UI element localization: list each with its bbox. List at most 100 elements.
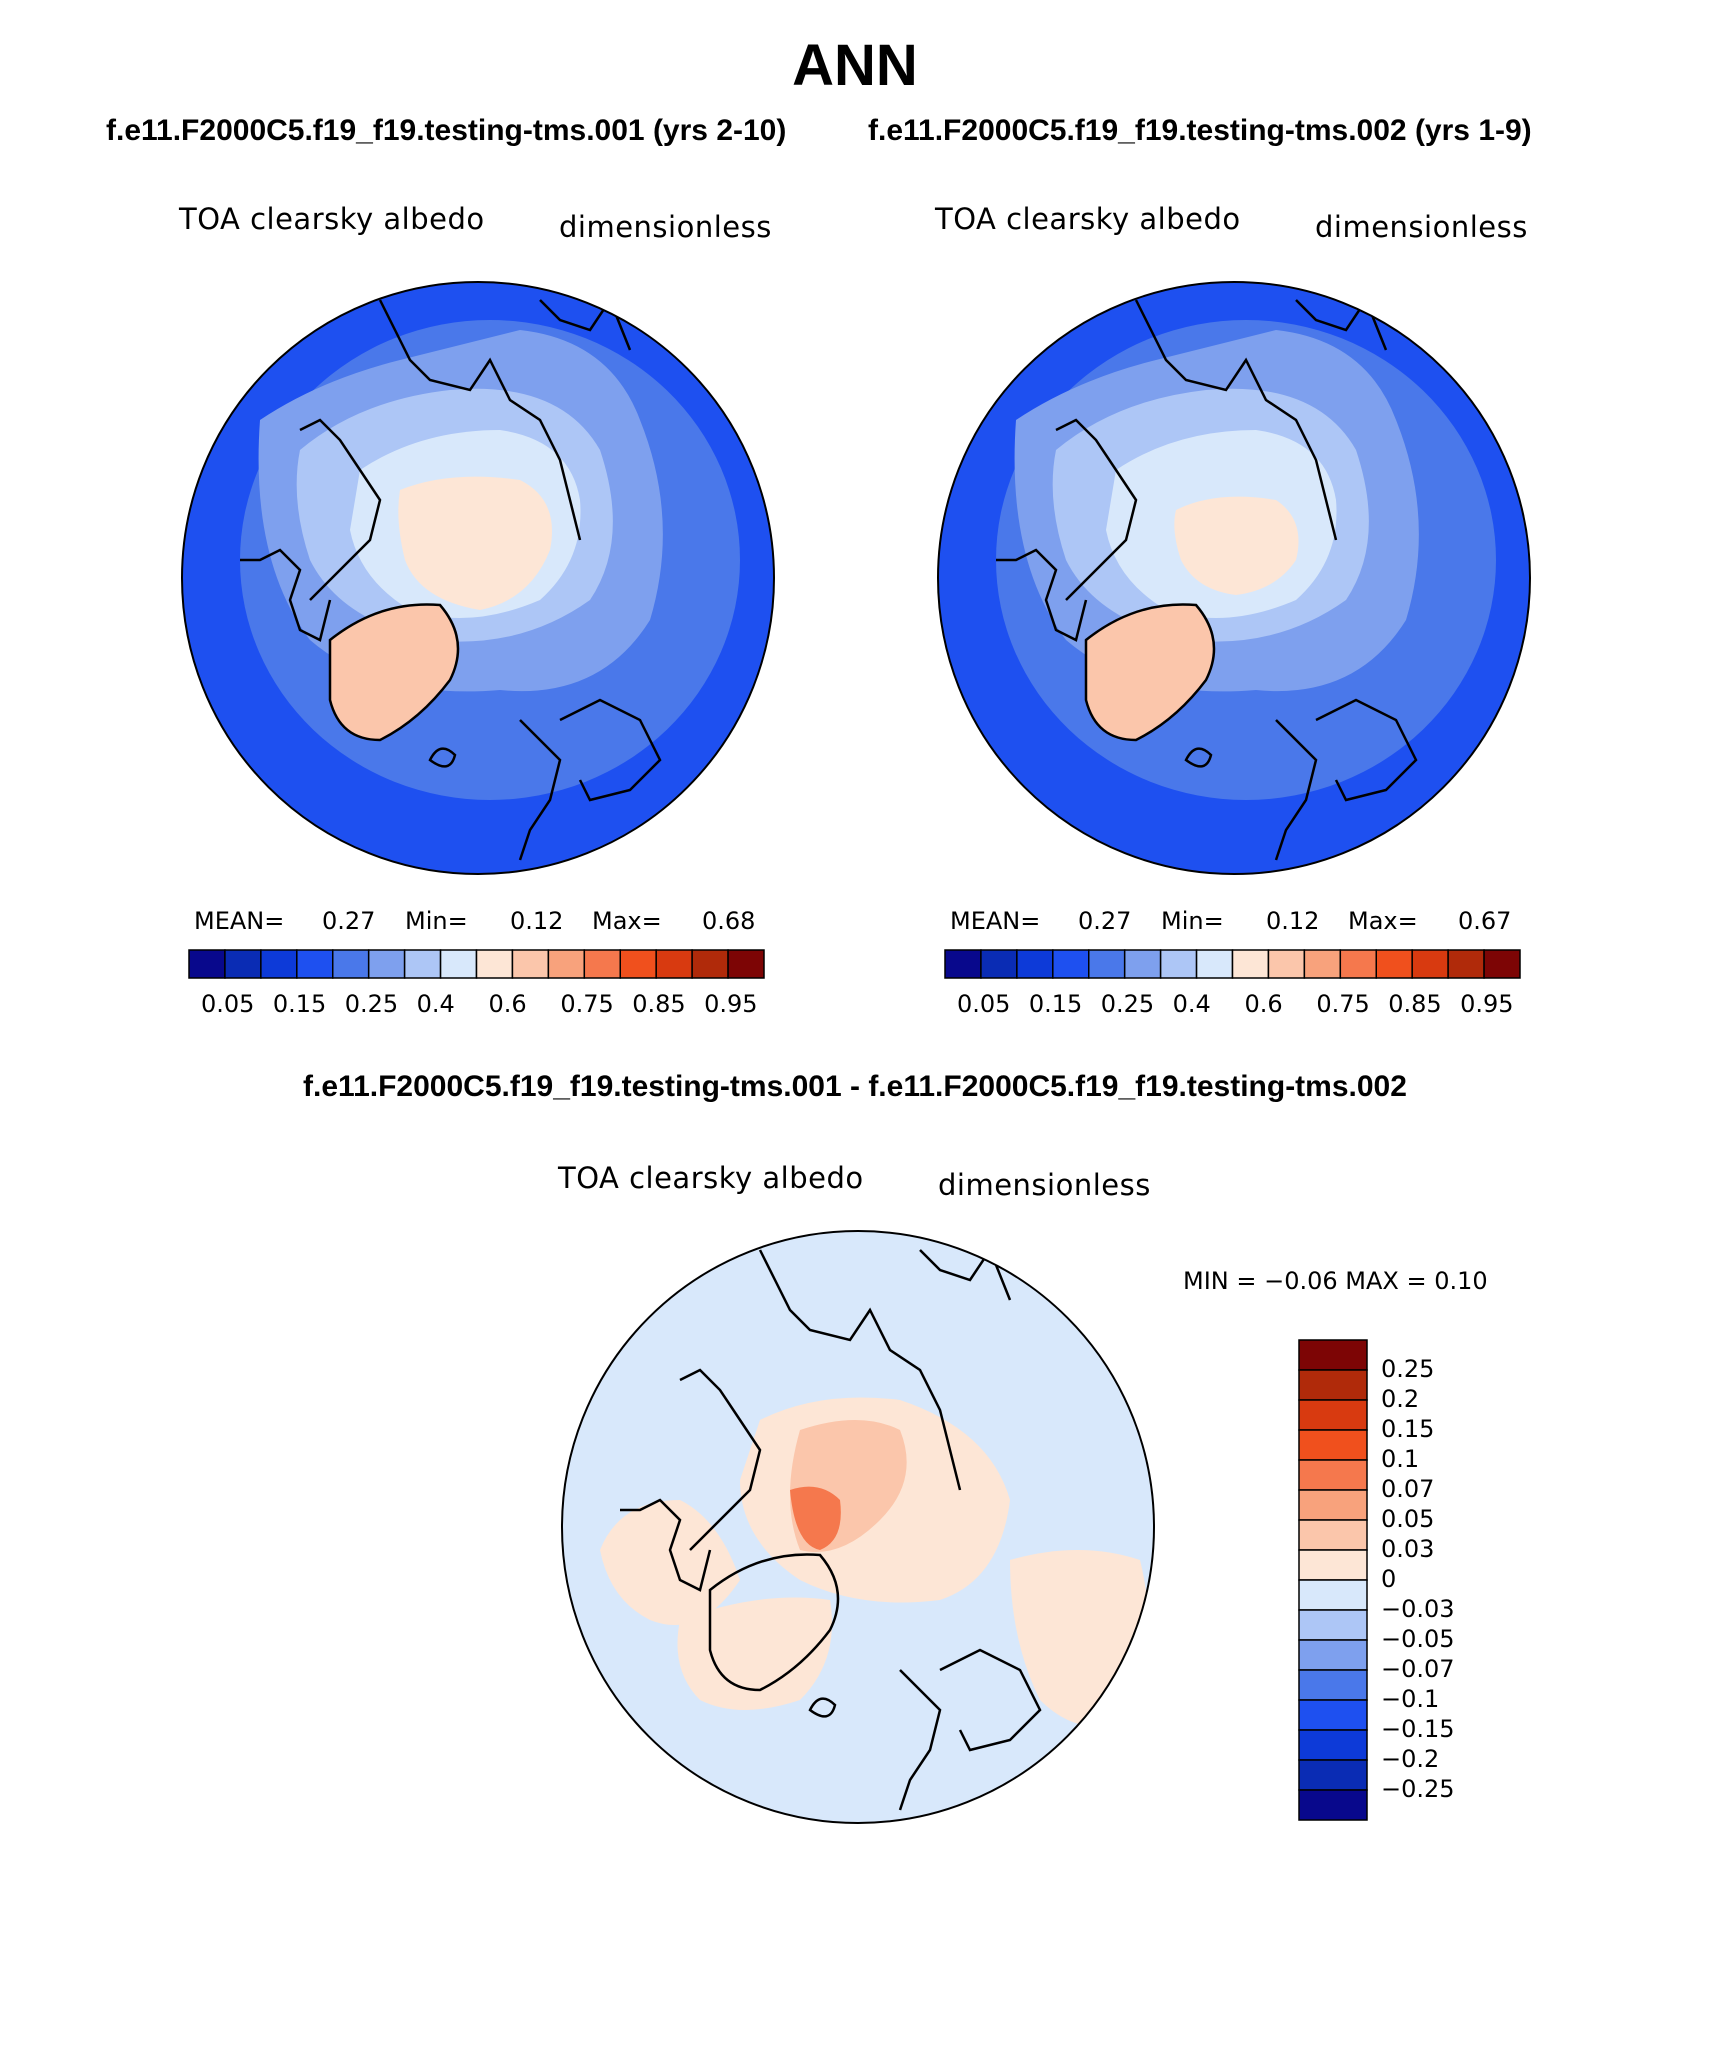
panel2-colorbar-tick-label: 0.05 bbox=[956, 990, 1011, 1018]
difference-map bbox=[561, 1230, 1155, 1824]
diff-colorbar-swatch bbox=[1298, 1489, 1368, 1521]
panel1-colorbar-tick-label: 0.05 bbox=[200, 990, 255, 1018]
panel2-colorbar-swatch bbox=[1375, 949, 1413, 979]
diff-colorbar-swatch bbox=[1298, 1549, 1368, 1581]
case1-title: f.e11.F2000C5.f19_f19.testing-tms.001 (y… bbox=[106, 114, 787, 147]
panel2-min-label: Min= bbox=[1161, 907, 1224, 935]
diff-colorbar-swatch bbox=[1298, 1609, 1368, 1641]
diff-colorbar-swatch bbox=[1298, 1639, 1368, 1671]
panel2-colorbar-tick-label: 0.95 bbox=[1460, 990, 1514, 1018]
diff-colorbar-swatch bbox=[1298, 1399, 1368, 1431]
panel1-variable: TOA clearsky albedo bbox=[179, 202, 485, 236]
diff-colorbar-tick-label: 0.03 bbox=[1381, 1535, 1435, 1563]
panel1-colorbar-swatch bbox=[583, 949, 621, 979]
panel2-colorbar-tick-label: 0.4 bbox=[1172, 990, 1211, 1018]
diff-colorbar-tick-label: −0.03 bbox=[1381, 1595, 1455, 1623]
panel2-colorbar-swatch bbox=[944, 949, 982, 979]
panel2-colorbar-tick-label: 0.6 bbox=[1244, 990, 1283, 1018]
diff-colorbar-swatch bbox=[1298, 1789, 1368, 1821]
panel2-colorbar-swatch bbox=[1411, 949, 1449, 979]
main-title: ANN bbox=[792, 33, 918, 98]
diff-colorbar-tick-label: −0.25 bbox=[1381, 1775, 1455, 1803]
panel1-colorbar-tick-label: 0.85 bbox=[632, 990, 686, 1018]
panel2-colorbar-swatch bbox=[1195, 949, 1234, 979]
panel1-colorbar-swatch bbox=[439, 949, 478, 979]
panel1-max-label: Max= bbox=[592, 907, 662, 935]
diff-colorbar-swatch bbox=[1298, 1759, 1368, 1791]
diff-colorbar-tick-label: 0.15 bbox=[1381, 1415, 1435, 1443]
panel2-max-value: 0.67 bbox=[1458, 907, 1512, 935]
panel1-colorbar-tick-label: 0.75 bbox=[560, 990, 614, 1018]
diff-colorbar-swatch bbox=[1298, 1369, 1368, 1401]
diff-units: dimensionless bbox=[938, 1168, 1151, 1202]
panel2-min-value: 0.12 bbox=[1266, 907, 1320, 935]
panel1-colorbar-tick-label: 0.25 bbox=[344, 990, 399, 1018]
diff-colorbar-tick-label: 0 bbox=[1381, 1565, 1397, 1593]
panel1-colorbar-tick-label: 0.95 bbox=[704, 990, 758, 1018]
panel1-colorbar-swatch bbox=[188, 949, 226, 979]
panel2-colorbar-swatch bbox=[1088, 949, 1126, 979]
panel2-colorbar-swatch bbox=[1159, 949, 1198, 979]
diff-variable: TOA clearsky albedo bbox=[558, 1161, 864, 1195]
panel1-mean-value: 0.27 bbox=[322, 907, 376, 935]
panel1-colorbar-swatch bbox=[260, 949, 298, 979]
panel1-min-label: Min= bbox=[405, 907, 468, 935]
panel1-colorbar-swatch bbox=[511, 949, 550, 979]
diff-colorbar-tick-label: 0.1 bbox=[1381, 1445, 1420, 1473]
diff-colorbar-tick-label: 0.25 bbox=[1381, 1355, 1435, 1383]
panel2-mean-value: 0.27 bbox=[1078, 907, 1132, 935]
panel2-colorbar-tick-label: 0.15 bbox=[1028, 990, 1083, 1018]
diff-colorbar-tick-label: −0.1 bbox=[1381, 1685, 1440, 1713]
panel2-variable: TOA clearsky albedo bbox=[935, 202, 1241, 236]
panel1-colorbar-swatch bbox=[332, 949, 370, 979]
panel1-colorbar-tick-label: 0.4 bbox=[416, 990, 455, 1018]
panel2-colorbar-swatch bbox=[1016, 949, 1054, 979]
panel2-units: dimensionless bbox=[1315, 210, 1528, 244]
diff-colorbar-tick-label: 0.05 bbox=[1381, 1505, 1435, 1533]
diff-colorbar-swatch bbox=[1298, 1519, 1368, 1551]
panel1-max-value: 0.68 bbox=[702, 907, 756, 935]
panel1-colorbar-tick-label: 0.15 bbox=[272, 990, 327, 1018]
panel1-colorbar-swatch bbox=[547, 949, 586, 979]
panel1-colorbar-swatch bbox=[367, 949, 406, 979]
diff-colorbar-swatch bbox=[1298, 1339, 1368, 1371]
panel2-colorbar-swatch bbox=[1052, 949, 1090, 979]
panel1-min-value: 0.12 bbox=[510, 907, 564, 935]
panel1-colorbar-tick-label: 0.6 bbox=[488, 990, 527, 1018]
diff-colorbar-tick-label: −0.07 bbox=[1381, 1655, 1455, 1683]
panel2-mean-label: MEAN= bbox=[950, 907, 1041, 935]
diff-min-max: MIN = −0.06 MAX = 0.10 bbox=[1183, 1267, 1488, 1295]
panel2-colorbar-tick-label: 0.75 bbox=[1316, 990, 1370, 1018]
panel1-colorbar-swatch bbox=[403, 949, 442, 979]
panel2-colorbar-swatch bbox=[1303, 949, 1342, 979]
panel2-map bbox=[937, 281, 1531, 875]
panel1-mean-label: MEAN= bbox=[194, 907, 285, 935]
diff-colorbar-swatch bbox=[1298, 1729, 1368, 1761]
panel2-colorbar-swatch bbox=[1123, 949, 1162, 979]
case2-title: f.e11.F2000C5.f19_f19.testing-tms.002 (y… bbox=[868, 114, 1532, 147]
diff-colorbar-tick-label: −0.05 bbox=[1381, 1625, 1455, 1653]
diff-colorbar-swatch bbox=[1298, 1459, 1368, 1491]
panel1-units: dimensionless bbox=[559, 210, 772, 244]
panel1-colorbar-swatch bbox=[296, 949, 334, 979]
diff-colorbar-swatch bbox=[1298, 1699, 1368, 1731]
difference-title: f.e11.F2000C5.f19_f19.testing-tms.001 - … bbox=[303, 1070, 1407, 1103]
panel2-max-label: Max= bbox=[1348, 907, 1418, 935]
panel1-colorbar bbox=[188, 949, 765, 979]
panel1-colorbar-swatch bbox=[727, 949, 765, 979]
panel2-colorbar-swatch bbox=[1231, 949, 1270, 979]
diff-colorbar-swatch bbox=[1298, 1429, 1368, 1461]
panel1-map bbox=[181, 281, 775, 875]
panel2-colorbar-swatch bbox=[1447, 949, 1485, 979]
panel1-colorbar-swatch bbox=[619, 949, 657, 979]
diff-colorbar-swatch bbox=[1298, 1669, 1368, 1701]
panel2-colorbar-swatch bbox=[1483, 949, 1521, 979]
diff-colorbar-tick-label: −0.2 bbox=[1381, 1745, 1440, 1773]
panel2-colorbar bbox=[944, 949, 1521, 979]
diff-colorbar-swatch bbox=[1298, 1579, 1368, 1611]
panel2-colorbar-swatch bbox=[1267, 949, 1306, 979]
diff-colorbar bbox=[1298, 1339, 1368, 1821]
panel2-colorbar-tick-label: 0.85 bbox=[1388, 990, 1442, 1018]
panel1-colorbar-swatch bbox=[691, 949, 729, 979]
